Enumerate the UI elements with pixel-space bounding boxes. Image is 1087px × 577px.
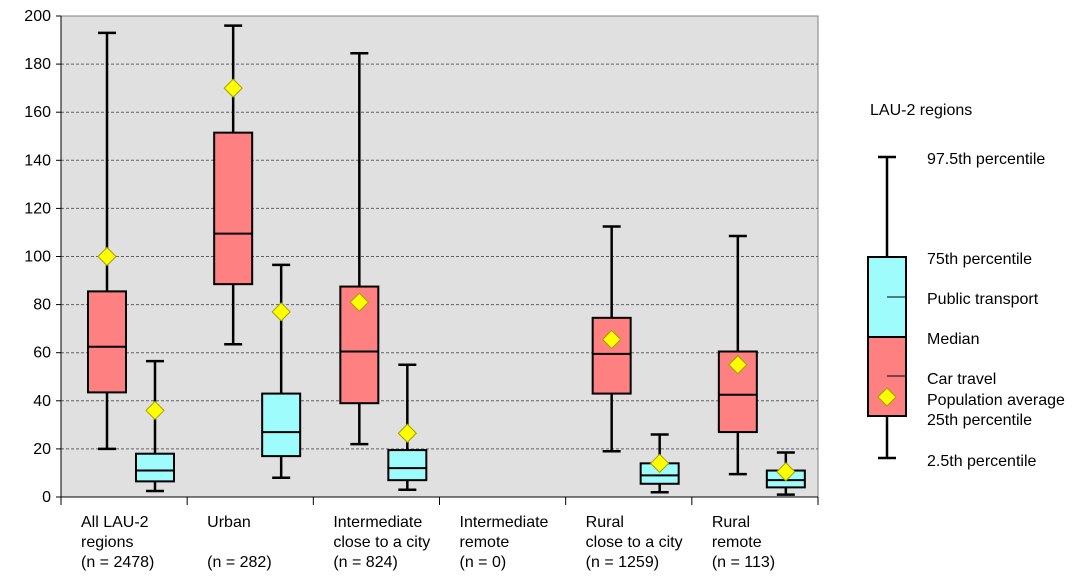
y-tick-label: 40 bbox=[33, 393, 51, 410]
legend-label-p25: 25th percentile bbox=[927, 412, 1032, 429]
y-tick-label: 180 bbox=[24, 56, 51, 73]
box-car-travel-iqr-box bbox=[87, 290, 127, 394]
plot-area bbox=[60, 15, 819, 498]
box-car-travel bbox=[717, 234, 758, 476]
legend-label-p75: 75th percentile bbox=[927, 251, 1032, 268]
box-public-transport-iqr-box bbox=[387, 449, 428, 482]
box-public-transport bbox=[639, 433, 680, 494]
box-public-transport bbox=[261, 263, 302, 480]
legend-average-marker bbox=[877, 387, 897, 407]
y-tick-label: 80 bbox=[33, 297, 51, 314]
x-category-label: (n = 113) bbox=[712, 554, 775, 571]
box-car-travel-iqr-box bbox=[213, 131, 254, 286]
x-category-label: Intermediate bbox=[333, 514, 422, 531]
box-car-travel-average-marker bbox=[223, 78, 243, 98]
legend-label-p97-5: 97.5th percentile bbox=[927, 151, 1045, 168]
x-category-label: regions bbox=[81, 534, 133, 551]
x-category-label: close to a city bbox=[586, 534, 683, 551]
box-public-transport bbox=[387, 363, 428, 492]
box-public-transport-average-marker bbox=[649, 453, 670, 474]
x-category-label: remote bbox=[712, 534, 762, 551]
x-category-label: close to a city bbox=[333, 534, 430, 551]
boxplot-series bbox=[87, 24, 806, 496]
box-car-travel-average-marker bbox=[349, 292, 370, 312]
y-tick-label: 200 bbox=[24, 8, 51, 25]
box-car-travel bbox=[339, 52, 380, 446]
y-tick-label: 60 bbox=[33, 345, 51, 362]
x-axis-labels: All LAU-2 regions (n = 2478) Urban (n = 282)… bbox=[81, 514, 775, 571]
y-tick-label: 100 bbox=[24, 249, 51, 266]
box-public-transport bbox=[135, 359, 175, 493]
x-category-label: Rural bbox=[586, 514, 624, 531]
box-car-travel-iqr-box bbox=[591, 316, 632, 395]
x-category-label: (n = 824) bbox=[333, 554, 397, 571]
x-category-label: Rural bbox=[712, 514, 750, 531]
y-tick-label: 20 bbox=[33, 441, 51, 458]
x-category-label: All LAU-2 bbox=[81, 514, 149, 531]
category-separators bbox=[60, 496, 819, 505]
box-public-transport-average-marker bbox=[271, 302, 291, 322]
box-public-transport-average-marker bbox=[776, 462, 796, 482]
box-car-travel-average-marker bbox=[601, 329, 622, 350]
box-public-transport-average-marker bbox=[145, 400, 165, 421]
box-public-transport-iqr-box bbox=[261, 392, 302, 458]
x-category-label: (n = 1259) bbox=[586, 554, 659, 571]
box-public-transport-average-marker bbox=[397, 423, 418, 443]
grid-lines bbox=[61, 63, 818, 450]
x-category-label: Intermediate bbox=[460, 514, 549, 531]
x-category-label: (n = 0) bbox=[460, 554, 507, 571]
box-car-travel-iqr-box bbox=[339, 285, 380, 405]
box-public-transport-iqr-box bbox=[135, 452, 175, 483]
legend-label-average: Population average bbox=[927, 392, 1065, 409]
x-category-label: (n = 2478) bbox=[81, 554, 154, 571]
box-car-travel-average-marker bbox=[97, 246, 117, 267]
box-car-travel bbox=[213, 24, 254, 346]
x-category-label: remote bbox=[460, 534, 510, 551]
y-tick-label: 0 bbox=[42, 489, 51, 506]
legend: LAU-2 regions 97.5th percentile 75th per… bbox=[867, 102, 1065, 470]
legend-label-p2-5: 2.5th percentile bbox=[927, 453, 1037, 470]
box-public-transport bbox=[765, 451, 806, 496]
legend-title: LAU-2 regions bbox=[870, 102, 972, 119]
legend-label-median: Median bbox=[927, 331, 979, 348]
legend-label-car: Car travel bbox=[927, 371, 996, 388]
x-category-label: (n = 282) bbox=[207, 554, 271, 571]
y-axis: 0 20 40 60 80 100 120 140 160 180 200 bbox=[24, 8, 62, 506]
x-category-label: Urban bbox=[207, 514, 251, 531]
y-tick-label: 140 bbox=[24, 152, 51, 169]
y-tick-label: 160 bbox=[24, 104, 51, 121]
legend-label-public: Public transport bbox=[927, 291, 1039, 308]
box-car-travel bbox=[87, 31, 127, 451]
box-car-travel bbox=[591, 225, 632, 453]
box-car-travel-average-marker bbox=[728, 355, 748, 375]
y-tick-label: 120 bbox=[24, 200, 51, 217]
